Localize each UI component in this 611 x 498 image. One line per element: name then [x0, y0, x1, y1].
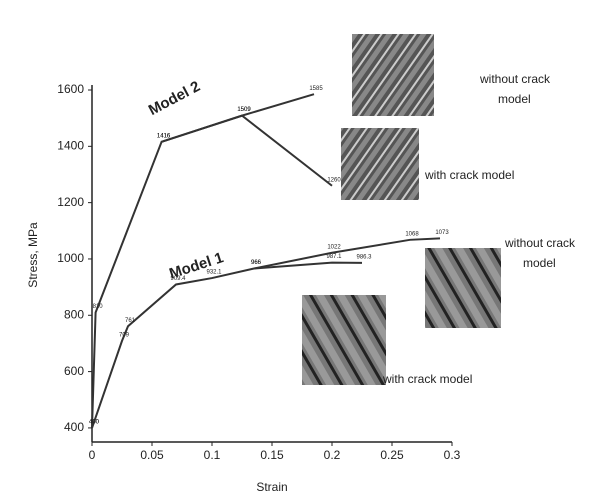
data-label: 1585: [309, 86, 323, 92]
y-tick-label: 800: [64, 307, 84, 321]
x-tick-label: 0.3: [444, 448, 461, 462]
data-label: 909.4: [170, 276, 186, 282]
y-axis-label: Stress, MPa: [26, 222, 40, 288]
data-label: 1509: [237, 107, 251, 113]
inset-image: [425, 248, 501, 328]
x-tick-label: 0.2: [324, 448, 341, 462]
data-label: 966: [251, 260, 262, 266]
line: [91, 237, 441, 429]
annotation: with crack model: [424, 168, 514, 182]
inset-image: [302, 295, 386, 385]
line: [253, 261, 363, 270]
x-tick-label: 0.15: [260, 448, 284, 462]
data-label: 987.1: [326, 254, 342, 260]
data-label: 1022: [327, 244, 341, 250]
model-label: Model 2: [146, 78, 203, 119]
data-label: 966: [251, 260, 262, 266]
data-label: 709: [119, 332, 130, 338]
data-label: 400: [89, 419, 100, 425]
y-tick-label: 400: [64, 420, 84, 434]
data-label: 1068: [405, 231, 419, 237]
data-label: 1260: [327, 177, 341, 183]
x-tick-label: 0: [89, 448, 96, 462]
y-tick-label: 1600: [57, 82, 84, 96]
x-tick-label: 0.1: [204, 448, 221, 462]
y-tick-label: 1000: [57, 251, 84, 265]
x-tick-label: 0.25: [380, 448, 404, 462]
data-label: 1073: [435, 230, 449, 236]
data-label: 761: [125, 318, 136, 324]
inset-image: [352, 34, 434, 116]
annotation: with crack model: [382, 372, 472, 386]
data-label: 932.1: [206, 270, 222, 276]
inset-image: [341, 128, 419, 200]
data-label: 810: [93, 304, 104, 310]
data-label: 986.3: [356, 254, 372, 260]
data-label: 1509: [237, 107, 251, 113]
y-tick-label: 1200: [57, 195, 84, 209]
x-tick-label: 0.05: [140, 448, 164, 462]
data-label: 1416: [157, 133, 171, 139]
y-tick-label: 600: [64, 364, 84, 378]
x-axis-label: Strain: [256, 480, 287, 494]
line: [161, 114, 333, 187]
data-label: 1416: [157, 133, 171, 139]
annotation: without crack model: [479, 72, 551, 106]
y-tick-label: 1400: [57, 138, 84, 152]
annotation: without crack model: [504, 236, 576, 270]
